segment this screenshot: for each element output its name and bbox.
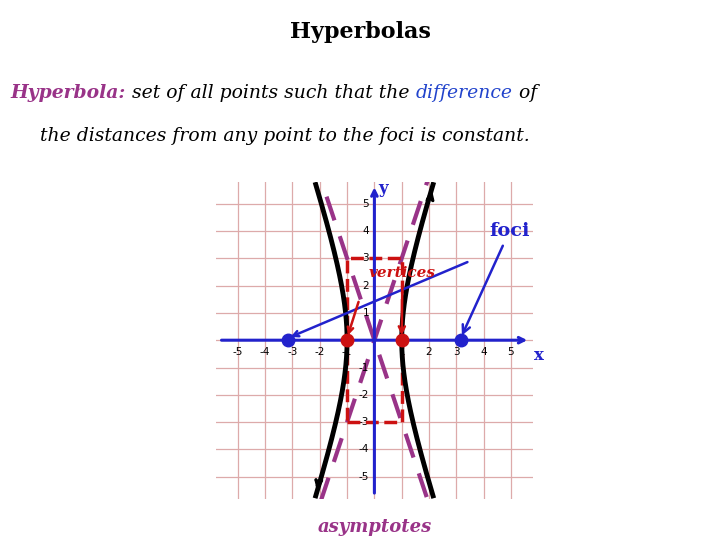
Text: difference: difference <box>415 84 513 102</box>
Text: 5: 5 <box>362 199 369 208</box>
Text: vertices: vertices <box>369 266 436 333</box>
Text: -3: -3 <box>287 347 297 357</box>
Text: Hyperbolas: Hyperbolas <box>289 21 431 43</box>
Text: 3: 3 <box>362 253 369 264</box>
Text: 1: 1 <box>398 347 405 357</box>
Text: -5: -5 <box>359 472 369 482</box>
Text: 1: 1 <box>362 308 369 318</box>
Text: -4: -4 <box>359 444 369 455</box>
Text: -4: -4 <box>260 347 270 357</box>
Text: of: of <box>513 84 537 102</box>
Text: x: x <box>534 347 544 364</box>
Text: -5: -5 <box>233 347 243 357</box>
Text: -1: -1 <box>342 347 352 357</box>
Text: 4: 4 <box>480 347 487 357</box>
Text: the distances from any point to the foci is constant.: the distances from any point to the foci… <box>40 127 529 145</box>
Text: -2: -2 <box>359 390 369 400</box>
Text: 3: 3 <box>453 347 459 357</box>
Bar <box>347 258 402 422</box>
Text: asymptotes: asymptotes <box>318 518 431 536</box>
Text: -3: -3 <box>359 417 369 427</box>
Text: Hyperbola:: Hyperbola: <box>11 84 126 102</box>
Text: 2: 2 <box>362 281 369 291</box>
Text: -2: -2 <box>315 347 325 357</box>
Text: 2: 2 <box>426 347 432 357</box>
Text: -1: -1 <box>359 362 369 373</box>
Text: set of all points such that the: set of all points such that the <box>126 84 415 102</box>
Text: 5: 5 <box>508 347 514 357</box>
Text: 4: 4 <box>362 226 369 236</box>
Text: y: y <box>379 180 388 198</box>
Text: foci: foci <box>463 222 530 333</box>
